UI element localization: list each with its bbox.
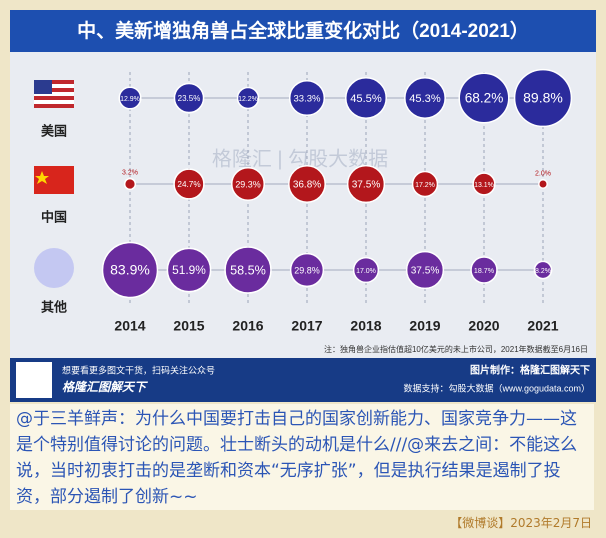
flag-cn bbox=[34, 166, 74, 194]
bubble bbox=[101, 241, 159, 299]
bubble bbox=[123, 177, 137, 191]
banner-text: 想要看更多图文干货，扫码关注公众号 bbox=[62, 364, 215, 375]
bubble bbox=[405, 250, 445, 290]
bubble bbox=[224, 246, 272, 294]
data-label: 24.7% bbox=[177, 180, 200, 189]
data-label: 89.8% bbox=[523, 90, 563, 106]
bubble bbox=[118, 86, 142, 110]
qr-code bbox=[16, 362, 52, 398]
post-text: @于三羊鲜声：为什么中国要打击自己的国家创新能力、国家竞争力——这是个特别值得讨… bbox=[10, 404, 594, 510]
watermark: 格隆汇 | 勾股大数据 bbox=[212, 147, 388, 170]
bubble bbox=[411, 170, 439, 198]
bubble bbox=[346, 164, 386, 204]
bubble bbox=[289, 252, 325, 288]
data-label: 29.3% bbox=[235, 179, 260, 189]
x-tick-label: 2020 bbox=[468, 318, 499, 334]
bubble bbox=[231, 167, 265, 201]
bubble bbox=[173, 82, 205, 114]
bubble bbox=[404, 77, 446, 119]
bubble bbox=[458, 72, 510, 124]
bubble bbox=[352, 256, 380, 284]
note: 注：独角兽企业指估值超10亿美元的未上市公司，2021年数据截至6月16日 bbox=[324, 344, 588, 354]
chart: 中、美新增独角兽占全球比重变化对比（2014-2021） 格隆汇 | 勾股大数据… bbox=[10, 10, 596, 402]
data-label: 13.1% bbox=[474, 182, 494, 189]
data-label: 3.2% bbox=[122, 169, 138, 176]
bubble bbox=[470, 256, 498, 284]
data-label: 51.9% bbox=[172, 263, 206, 277]
bubble bbox=[236, 86, 260, 110]
other-icon bbox=[34, 248, 74, 288]
data-label: 36.8% bbox=[293, 180, 321, 191]
data-label: 68.2% bbox=[465, 91, 504, 106]
data-label: 37.5% bbox=[411, 266, 440, 277]
data-label: 29.8% bbox=[294, 265, 320, 275]
data-label: 45.5% bbox=[350, 93, 382, 105]
bubble bbox=[166, 247, 212, 293]
banner-text: 格隆汇图解天下 bbox=[62, 380, 148, 394]
legend-label: 中国 bbox=[41, 209, 67, 224]
flag-us bbox=[34, 80, 74, 108]
data-label: 12.9% bbox=[120, 96, 140, 103]
bubble bbox=[288, 165, 326, 203]
bubble bbox=[513, 68, 573, 128]
data-label: 17.2% bbox=[415, 182, 435, 189]
data-label: 2.0% bbox=[535, 171, 551, 178]
data-label: 37.5% bbox=[352, 180, 381, 191]
title-bar bbox=[10, 10, 596, 52]
data-label: 18.7% bbox=[474, 267, 495, 275]
data-label: 58.5% bbox=[230, 263, 266, 277]
x-tick-label: 2015 bbox=[173, 318, 204, 334]
x-tick-label: 2021 bbox=[527, 318, 558, 334]
banner bbox=[10, 358, 596, 402]
bubble bbox=[538, 179, 548, 189]
banner-text: 数据支持：勾股大数据（www.gogudata.com） bbox=[403, 382, 590, 393]
banner-text: 图片制作：格隆汇图解天下 bbox=[470, 364, 590, 377]
data-label: 8.2% bbox=[535, 268, 551, 275]
x-tick-label: 2018 bbox=[350, 318, 381, 334]
x-tick-label: 2019 bbox=[409, 318, 440, 334]
data-label: 45.3% bbox=[409, 93, 441, 105]
bubble bbox=[345, 77, 387, 119]
data-label: 83.9% bbox=[110, 262, 150, 278]
bubble bbox=[173, 168, 205, 200]
chart-background bbox=[10, 10, 596, 402]
x-tick-label: 2014 bbox=[114, 318, 145, 334]
legend-label: 美国 bbox=[41, 123, 67, 138]
x-tick-label: 2017 bbox=[291, 318, 322, 334]
bubble bbox=[288, 79, 326, 117]
chart-title: 中、美新增独角兽占全球比重变化对比（2014-2021） bbox=[77, 19, 529, 42]
legend-label: 其他 bbox=[41, 299, 67, 314]
post-source: 【微博谈】2023年2月7日 bbox=[450, 516, 592, 530]
bubble bbox=[472, 172, 496, 196]
data-label: 23.5% bbox=[178, 94, 201, 103]
data-label: 17.0% bbox=[356, 268, 376, 275]
data-label: 12.2% bbox=[238, 96, 258, 103]
bubble bbox=[533, 260, 553, 280]
x-tick-label: 2016 bbox=[232, 318, 263, 334]
data-label: 33.3% bbox=[294, 94, 322, 105]
